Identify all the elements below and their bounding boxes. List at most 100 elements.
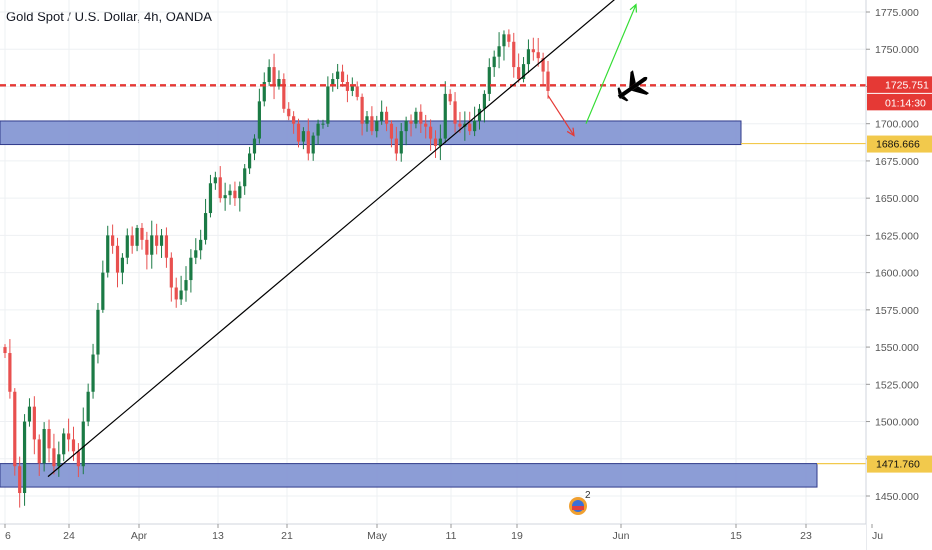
time-tick-label: 6 bbox=[5, 530, 11, 542]
candle-bear bbox=[345, 81, 350, 91]
price-tick-label: 1450.000 bbox=[875, 491, 919, 503]
airplane-icon bbox=[617, 70, 650, 102]
price-tick-label: 1675.000 bbox=[875, 156, 919, 168]
candle-bull bbox=[22, 421, 27, 494]
candle-bear bbox=[18, 466, 22, 494]
candle-bull bbox=[316, 123, 320, 136]
candle-bear bbox=[140, 227, 144, 240]
time-tick-label: 13 bbox=[212, 530, 224, 542]
candle-bear bbox=[66, 433, 71, 440]
time-axis-bg bbox=[0, 524, 866, 550]
candle-bull bbox=[502, 34, 506, 47]
candle-bull bbox=[482, 93, 487, 109]
candle-bull bbox=[473, 120, 477, 132]
candle-bear bbox=[3, 347, 7, 354]
trendline[interactable] bbox=[47, 0, 621, 478]
candle-bull bbox=[257, 101, 261, 139]
candle-bull bbox=[42, 428, 46, 464]
candle-bear bbox=[233, 190, 237, 199]
chart-grid bbox=[0, 0, 873, 524]
candle-bull bbox=[101, 272, 105, 310]
level-label: 1686.666 bbox=[876, 139, 920, 151]
candle-bear bbox=[536, 52, 540, 59]
candle-bear bbox=[164, 235, 169, 258]
time-tick-label: May bbox=[367, 530, 388, 542]
candle-bear bbox=[174, 287, 178, 300]
candles-layer bbox=[3, 29, 550, 508]
candle-bear bbox=[8, 353, 12, 392]
candle-bear bbox=[541, 58, 545, 72]
price-axis[interactable]: 1775.0001750.0001725.0001700.0001675.000… bbox=[865, 0, 932, 550]
candle-bull bbox=[326, 86, 330, 124]
price-tick-label: 1700.000 bbox=[875, 119, 919, 131]
candle-bull bbox=[62, 433, 66, 455]
candle-bull bbox=[96, 309, 100, 355]
lower-support-zone[interactable] bbox=[0, 463, 818, 488]
candle-bull bbox=[27, 406, 32, 422]
candle-bear bbox=[130, 235, 134, 246]
candle-bull bbox=[497, 46, 501, 57]
candle-bull bbox=[247, 153, 252, 169]
price-tick-label: 1650.000 bbox=[875, 193, 919, 205]
candle-bear bbox=[37, 439, 41, 464]
candle-bull bbox=[86, 391, 90, 422]
candle-bear bbox=[531, 49, 535, 53]
price-tick-label: 1600.000 bbox=[875, 268, 919, 280]
drawings-layer: 2 bbox=[0, 0, 866, 515]
candle-bull bbox=[350, 86, 354, 91]
time-tick-label: Ju bbox=[872, 530, 883, 542]
event-badge-icon[interactable]: 2 bbox=[569, 490, 591, 515]
candle-bull bbox=[331, 79, 335, 87]
candle-bear bbox=[155, 235, 159, 246]
candle-bear bbox=[507, 34, 511, 42]
candle-bull bbox=[208, 183, 213, 214]
candle-bear bbox=[389, 123, 394, 139]
candle-bear bbox=[76, 451, 80, 467]
candle-bull bbox=[399, 131, 403, 154]
candle-bull bbox=[277, 79, 281, 87]
candle-bull bbox=[262, 81, 266, 102]
candle-bear bbox=[360, 96, 364, 124]
candle-bull bbox=[184, 280, 188, 291]
candle-bull bbox=[336, 71, 340, 80]
candle-bear bbox=[52, 448, 56, 467]
candle-bear bbox=[517, 67, 521, 80]
candle-bear bbox=[47, 428, 51, 449]
candle-bear bbox=[272, 67, 276, 87]
time-tick-label: Jun bbox=[613, 530, 630, 542]
event-badge-count: 2 bbox=[585, 490, 591, 501]
candle-bear bbox=[282, 79, 286, 109]
arrow-up[interactable] bbox=[585, 4, 637, 124]
candle-bull bbox=[301, 131, 306, 142]
candle-bull bbox=[311, 135, 315, 154]
price-tick-label: 1625.000 bbox=[875, 230, 919, 242]
candle-bear bbox=[218, 177, 222, 199]
zones-layer bbox=[0, 120, 866, 488]
time-tick-label: 11 bbox=[446, 530, 457, 542]
candle-bear bbox=[433, 138, 438, 147]
candle-bull bbox=[365, 116, 369, 124]
candle-bull bbox=[438, 138, 442, 147]
time-axis[interactable]: 6 24 Apr 13 21 May 11 19 Jun 15 23 Ju bbox=[0, 523, 883, 550]
candle-bull bbox=[81, 421, 85, 467]
arrow-down[interactable] bbox=[547, 95, 575, 136]
candle-bull bbox=[159, 235, 164, 246]
candle-bear bbox=[409, 120, 413, 124]
candle-bull bbox=[106, 235, 110, 273]
time-tick-label: 23 bbox=[800, 530, 812, 542]
candle-bear bbox=[340, 71, 345, 82]
arrow-down-head bbox=[566, 127, 575, 137]
candle-bull bbox=[487, 67, 491, 94]
countdown-label: 01:14:30 bbox=[885, 97, 926, 109]
candle-bear bbox=[458, 123, 462, 127]
candle-bear bbox=[394, 138, 398, 154]
candle-bear bbox=[32, 406, 36, 440]
candle-bull bbox=[477, 108, 482, 121]
candle-bull bbox=[228, 190, 232, 196]
candle-bull bbox=[57, 454, 61, 467]
candle-bear bbox=[287, 108, 291, 117]
candle-bull bbox=[120, 257, 125, 273]
candle-bull bbox=[521, 64, 526, 80]
candle-bear bbox=[169, 257, 173, 288]
